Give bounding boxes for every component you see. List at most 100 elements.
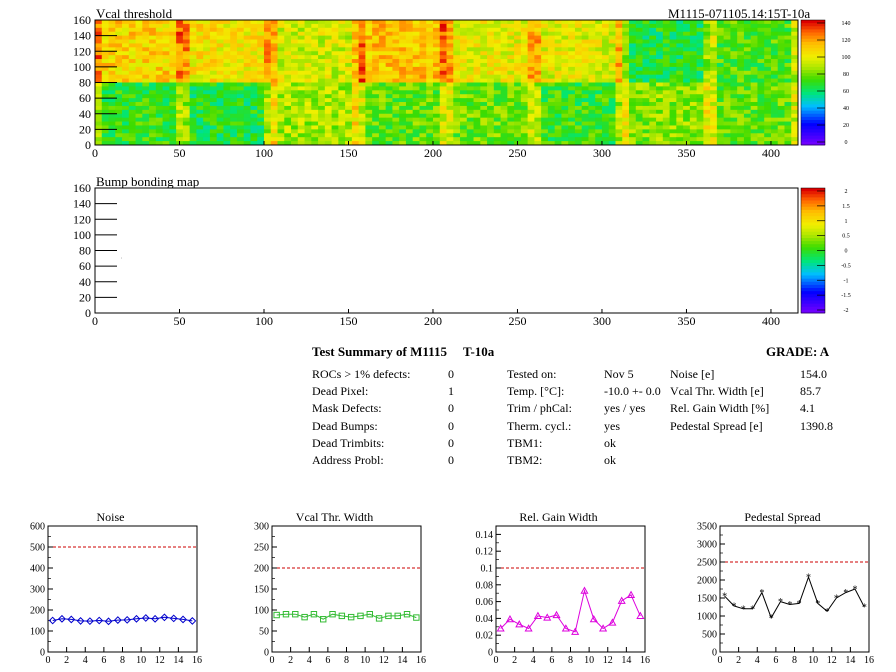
map-cell [460,59,468,64]
map-cell [480,27,488,33]
map-cell [399,129,407,134]
map-cell [507,141,515,146]
map-cell [270,137,278,142]
map-cell [250,86,258,91]
map-cell [487,137,495,142]
map-cell [189,74,197,79]
map-cell [656,105,664,111]
map-cell [466,121,474,126]
map-cell [345,78,353,83]
map-cell [527,74,535,79]
scale-border [800,19,826,146]
map-cell [500,137,508,142]
map-cell [432,43,441,48]
map-cell [487,113,495,119]
map-cell [750,70,758,76]
x-tick-label: 10 [584,655,594,666]
map-cell [378,70,387,76]
data-point [571,627,580,635]
map-cell [149,31,157,37]
map-cell [432,113,441,119]
map-cell [723,129,731,134]
map-cell [263,27,272,33]
map-cell [547,59,556,64]
map-cell [500,70,508,76]
map-cell [385,55,393,60]
map-cell [629,66,637,72]
map-cell [568,55,576,60]
map-cell [716,141,725,146]
map-cell [737,66,745,72]
map-cell [169,121,177,126]
data-point [496,624,505,632]
map-cell [588,133,596,138]
map-cell [209,102,218,107]
map-cell [791,82,799,87]
map-cell [236,59,245,64]
map-cell [615,27,623,33]
map-cell [439,66,447,72]
map-cell [358,105,366,111]
map-cell [574,117,583,122]
map-cell [568,129,576,134]
map-cell [304,129,312,134]
map-cell [318,74,326,79]
map-cell [716,102,725,107]
map-cell [764,121,772,126]
map-cell [378,105,387,111]
map-cell [372,109,380,115]
map-cell [669,78,677,83]
map-cell [372,98,380,103]
map-cell [230,129,238,134]
map-cell [757,51,765,56]
map-cell [500,129,508,134]
map-cell [534,113,542,119]
map-cell [270,117,278,122]
map-cell [196,121,204,126]
map-cell [216,113,224,119]
map-cell [554,129,562,134]
map-cell [683,66,691,72]
map-cell [331,47,339,52]
map-cell [446,125,454,130]
scale-cell [801,259,825,264]
map-cell [405,23,414,29]
map-cell [770,133,779,138]
map-cell [230,51,238,56]
map-cell [608,94,616,99]
map-cell [115,113,123,119]
map-cell [155,125,163,130]
map-cell [250,27,258,33]
map-cell [554,82,562,87]
map-cell [541,51,549,56]
map-cell [324,125,332,130]
map-cell [338,86,346,91]
map-cell [392,23,400,29]
map-cell [615,66,623,72]
map-cell [466,35,474,40]
map-cell [243,102,251,107]
map-cell [642,82,650,87]
map-cell [432,78,441,83]
map-cell [574,31,583,37]
map-cell [439,70,447,76]
map-cell [230,82,238,87]
map-cell [777,90,785,95]
map-cell [662,102,670,107]
map-cell [196,129,204,134]
map-cell [412,137,420,142]
map-cell [297,109,305,115]
map-cell [676,82,684,87]
map-cell [378,43,387,48]
map-cell [716,109,725,115]
map-cell [689,62,698,68]
map-cell [399,113,407,119]
map-cell [649,121,657,126]
map-cell [399,121,407,126]
map-cell [182,74,191,79]
map-cell [372,51,380,56]
map-cell [432,82,441,87]
map-cell [466,113,474,119]
map-cell [554,47,562,52]
map-cell [304,59,312,64]
